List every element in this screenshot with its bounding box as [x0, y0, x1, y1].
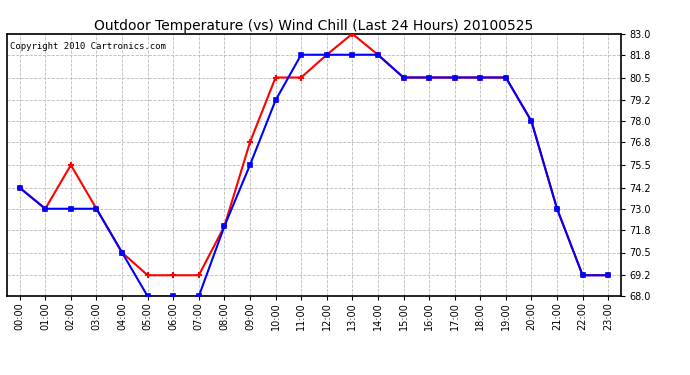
- Title: Outdoor Temperature (vs) Wind Chill (Last 24 Hours) 20100525: Outdoor Temperature (vs) Wind Chill (Las…: [95, 19, 533, 33]
- Text: Copyright 2010 Cartronics.com: Copyright 2010 Cartronics.com: [10, 42, 166, 51]
